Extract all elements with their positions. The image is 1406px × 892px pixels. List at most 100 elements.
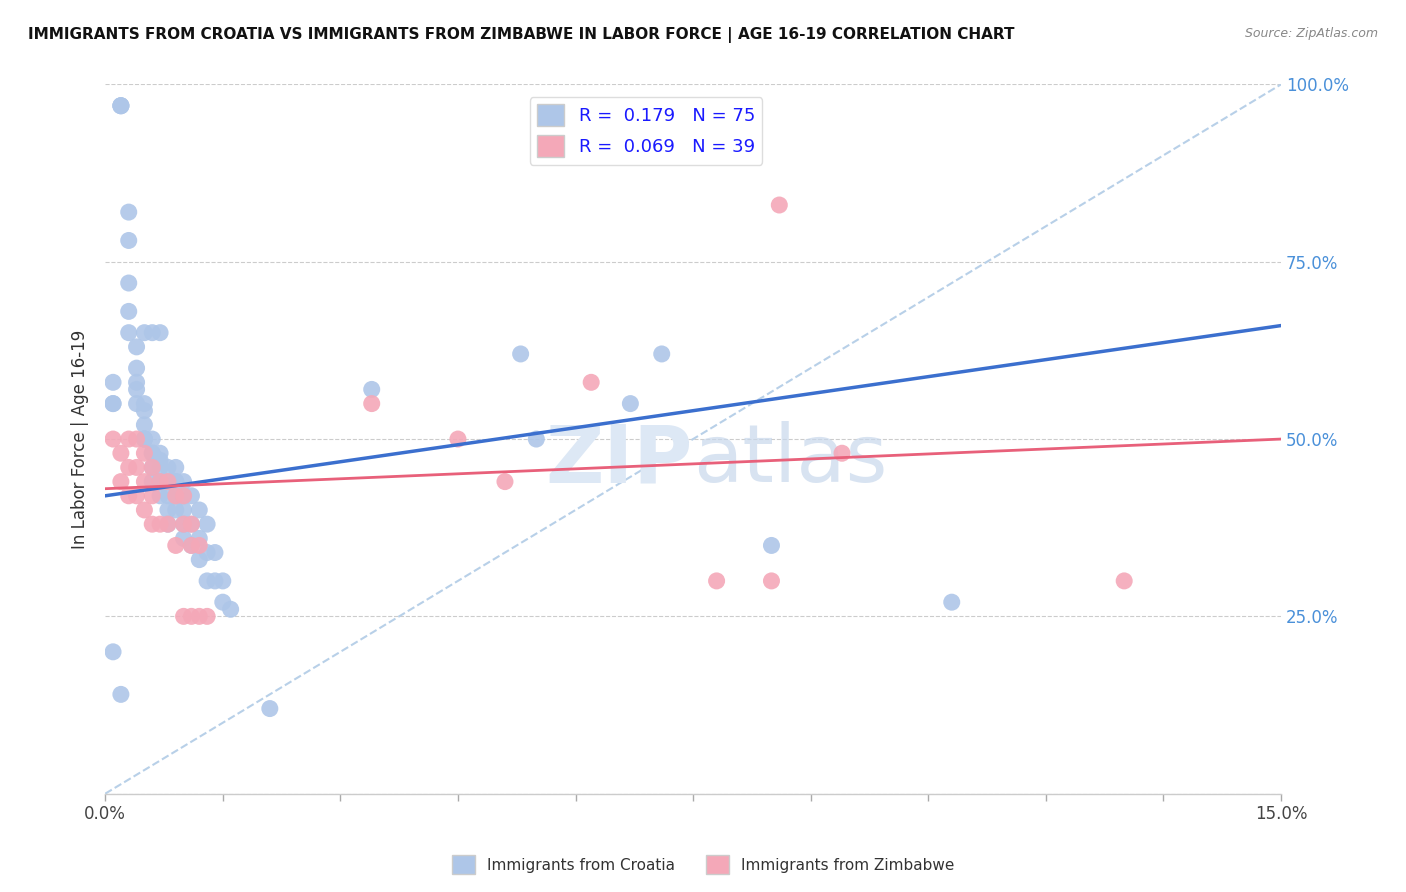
Point xyxy=(141,446,163,460)
Point xyxy=(173,609,195,624)
Legend: R =  0.179   N = 75, R =  0.069   N = 39: R = 0.179 N = 75, R = 0.069 N = 39 xyxy=(530,97,762,164)
Point xyxy=(165,489,187,503)
Point xyxy=(125,489,148,503)
Point xyxy=(134,475,156,489)
Point xyxy=(180,538,202,552)
Point xyxy=(180,538,202,552)
Point xyxy=(761,538,783,552)
Point xyxy=(110,99,132,113)
Point xyxy=(101,396,124,410)
Point xyxy=(125,340,148,354)
Point xyxy=(524,432,547,446)
Point xyxy=(259,701,281,715)
Point xyxy=(165,460,187,475)
Point xyxy=(125,361,148,376)
Point xyxy=(125,383,148,397)
Point xyxy=(141,446,163,460)
Point xyxy=(125,396,148,410)
Point xyxy=(156,489,179,503)
Point xyxy=(134,432,156,446)
Point xyxy=(360,383,382,397)
Point xyxy=(768,198,790,212)
Point xyxy=(101,432,124,446)
Point xyxy=(134,417,156,432)
Point xyxy=(211,595,233,609)
Point xyxy=(118,432,141,446)
Point xyxy=(101,645,124,659)
Point xyxy=(188,503,211,517)
Point xyxy=(360,396,382,410)
Point xyxy=(180,609,202,624)
Point xyxy=(118,205,141,219)
Point xyxy=(101,396,124,410)
Point xyxy=(195,609,218,624)
Point xyxy=(180,489,202,503)
Point xyxy=(141,460,163,475)
Point xyxy=(110,99,132,113)
Text: IMMIGRANTS FROM CROATIA VS IMMIGRANTS FROM ZIMBABWE IN LABOR FORCE | AGE 16-19 C: IMMIGRANTS FROM CROATIA VS IMMIGRANTS FR… xyxy=(28,27,1015,43)
Point xyxy=(173,489,195,503)
Point xyxy=(141,517,163,532)
Point xyxy=(149,460,172,475)
Point xyxy=(211,574,233,588)
Point xyxy=(149,475,172,489)
Point xyxy=(651,347,673,361)
Point xyxy=(1114,574,1136,588)
Point xyxy=(173,517,195,532)
Point xyxy=(447,432,470,446)
Point xyxy=(125,376,148,390)
Point xyxy=(219,602,242,616)
Point xyxy=(188,532,211,546)
Point xyxy=(134,403,156,417)
Point xyxy=(156,517,179,532)
Point xyxy=(195,574,218,588)
Point xyxy=(941,595,963,609)
Point xyxy=(156,475,179,489)
Point xyxy=(173,532,195,546)
Point xyxy=(180,517,202,532)
Point xyxy=(156,475,179,489)
Point xyxy=(494,475,516,489)
Point xyxy=(141,460,163,475)
Point xyxy=(110,446,132,460)
Point xyxy=(118,304,141,318)
Point xyxy=(141,432,163,446)
Point xyxy=(134,503,156,517)
Point xyxy=(173,489,195,503)
Point xyxy=(165,475,187,489)
Text: atlas: atlas xyxy=(693,421,887,500)
Point xyxy=(149,517,172,532)
Point xyxy=(165,475,187,489)
Point xyxy=(141,489,163,503)
Point xyxy=(204,574,226,588)
Point xyxy=(156,517,179,532)
Point xyxy=(165,489,187,503)
Point xyxy=(579,376,602,390)
Point xyxy=(125,460,148,475)
Point xyxy=(180,517,202,532)
Point xyxy=(173,517,195,532)
Point xyxy=(173,503,195,517)
Point xyxy=(141,326,163,340)
Point xyxy=(134,432,156,446)
Point xyxy=(188,552,211,566)
Point xyxy=(101,376,124,390)
Point xyxy=(118,234,141,248)
Point xyxy=(118,489,141,503)
Point xyxy=(195,517,218,532)
Point xyxy=(118,326,141,340)
Point xyxy=(149,453,172,467)
Point xyxy=(134,396,156,410)
Point xyxy=(149,489,172,503)
Point xyxy=(110,687,132,701)
Point xyxy=(110,475,132,489)
Point xyxy=(204,545,226,559)
Point xyxy=(188,538,211,552)
Point xyxy=(149,475,172,489)
Point xyxy=(619,396,641,410)
Point xyxy=(134,432,156,446)
Point xyxy=(110,99,132,113)
Y-axis label: In Labor Force | Age 16-19: In Labor Force | Age 16-19 xyxy=(72,329,89,549)
Text: Source: ZipAtlas.com: Source: ZipAtlas.com xyxy=(1244,27,1378,40)
Point xyxy=(156,503,179,517)
